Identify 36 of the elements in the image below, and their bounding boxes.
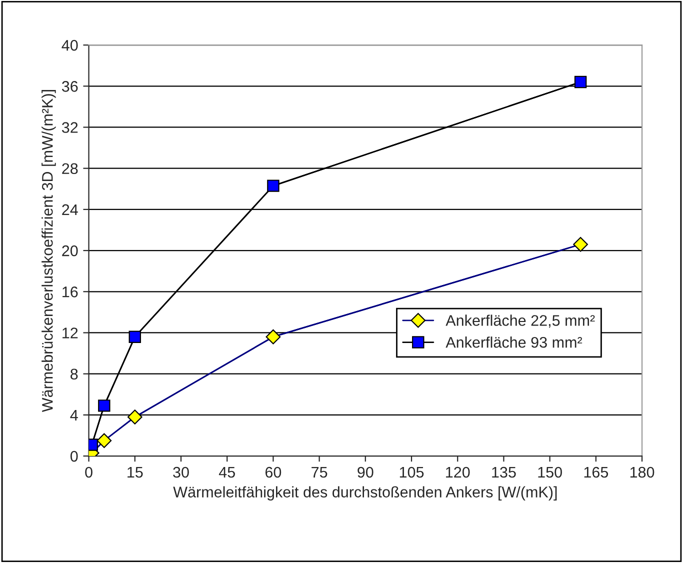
y-tick-label: 24 [62, 204, 78, 215]
legend-label: Ankerfläche 22,5 mm² [446, 314, 595, 328]
x-tick-label: 30 [173, 466, 189, 478]
point [574, 76, 587, 88]
x-tick-label: 105 [400, 466, 424, 478]
point [266, 329, 281, 344]
x-tick-label: 180 [630, 466, 654, 478]
legend-label: Ankerfläche 93 mm² [446, 336, 582, 348]
x-tick-label: 135 [492, 466, 516, 478]
x-tick-label: 0 [85, 466, 92, 478]
y-tick-label: 20 [62, 245, 78, 256]
y-tick-label: 40 [62, 40, 78, 51]
x-tick-label: 150 [538, 466, 562, 478]
y-tick-label: 4 [70, 410, 78, 420]
x-tick-label: 15 [128, 467, 143, 478]
x-axis-title: Wärmeleitfähigkeit des durchstoßenden Ankers [W/(mK)] [173, 486, 557, 500]
y-tick-label: 8 [70, 368, 78, 380]
point [96, 433, 112, 448]
y-axis-title: Wärmebrückenverlustkoeffizient 3D [mW/(m²K)] [42, 90, 56, 412]
y-tick-label: 36 [62, 81, 78, 92]
y-tick-label: 32 [62, 122, 78, 133]
x-tick-label: 165 [584, 466, 608, 478]
point [573, 236, 588, 252]
point [128, 330, 142, 343]
x-tick-label: 120 [446, 466, 470, 478]
point [98, 400, 110, 412]
x-tick-label: 75 [312, 467, 328, 478]
x-tick-label: 90 [358, 466, 374, 478]
y-tick-label: 12 [62, 328, 78, 338]
x-tick-label: 45 [218, 467, 235, 478]
point [127, 410, 142, 424]
y-tick-label: 0 [70, 450, 78, 462]
y-tick-label: 16 [62, 286, 78, 298]
x-tick-label: 60 [265, 466, 282, 478]
point [267, 180, 280, 192]
y-tick-label: 28 [62, 163, 78, 174]
